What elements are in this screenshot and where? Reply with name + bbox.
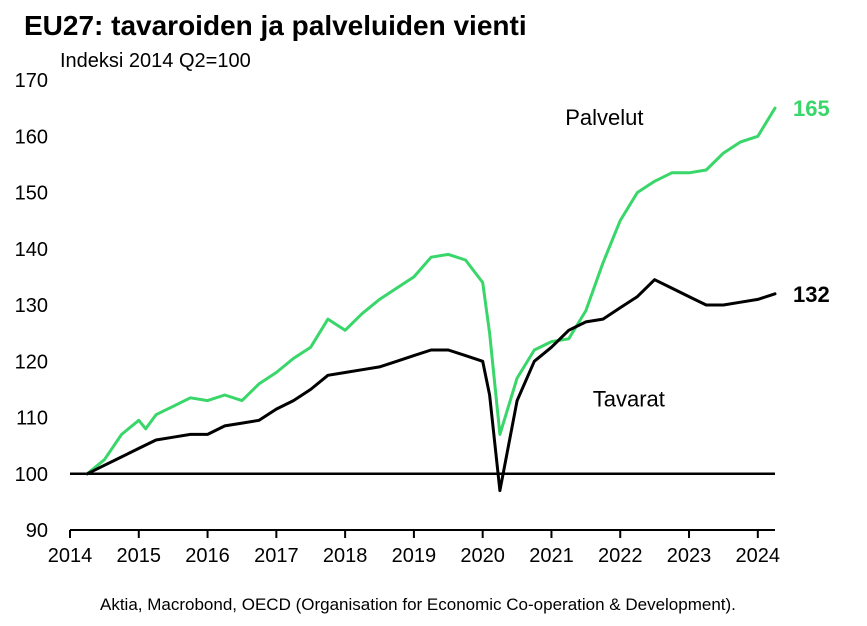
y-tick-label: 110 [16,408,48,430]
y-tick-label: 140 [15,239,48,261]
chart-container: EU27: tavaroiden ja palveluiden vienti I… [0,0,867,626]
y-tick-label: 130 [15,295,48,317]
series-line-palvelut [87,108,775,474]
y-tick-label: 170 [15,70,48,92]
chart-source: Aktia, Macrobond, OECD (Organisation for… [100,595,736,615]
x-tick-label: 2015 [117,545,162,567]
y-tick-label: 160 [15,126,48,148]
x-tick-label: 2014 [48,545,93,567]
x-tick-label: 2023 [667,545,712,567]
x-tick-label: 2017 [254,545,299,567]
chart-svg: 90 100 110 120 130 140 150 160 170 2014 2015 2016 20… [0,0,867,626]
x-tick-label: 2018 [323,545,368,567]
x-tick-label: 2024 [736,545,781,567]
x-tick-label: 2022 [598,545,643,567]
series-line-tavarat [87,280,775,491]
x-tick-label: 2019 [392,545,437,567]
y-tick-label: 150 [15,183,48,205]
y-tick-label: 120 [15,351,48,373]
series-label-palvelut: Palvelut [565,105,643,130]
x-tick-label: 2021 [529,545,574,567]
y-tick-label: 100 [15,464,48,486]
y-tick-label: 90 [26,520,48,542]
end-label-tavarat: 132 [793,282,830,307]
series-label-tavarat: Tavarat [593,386,665,411]
end-label-palvelut: 165 [793,96,830,121]
x-tick-label: 2020 [460,545,505,567]
x-tick-label: 2016 [185,545,230,567]
